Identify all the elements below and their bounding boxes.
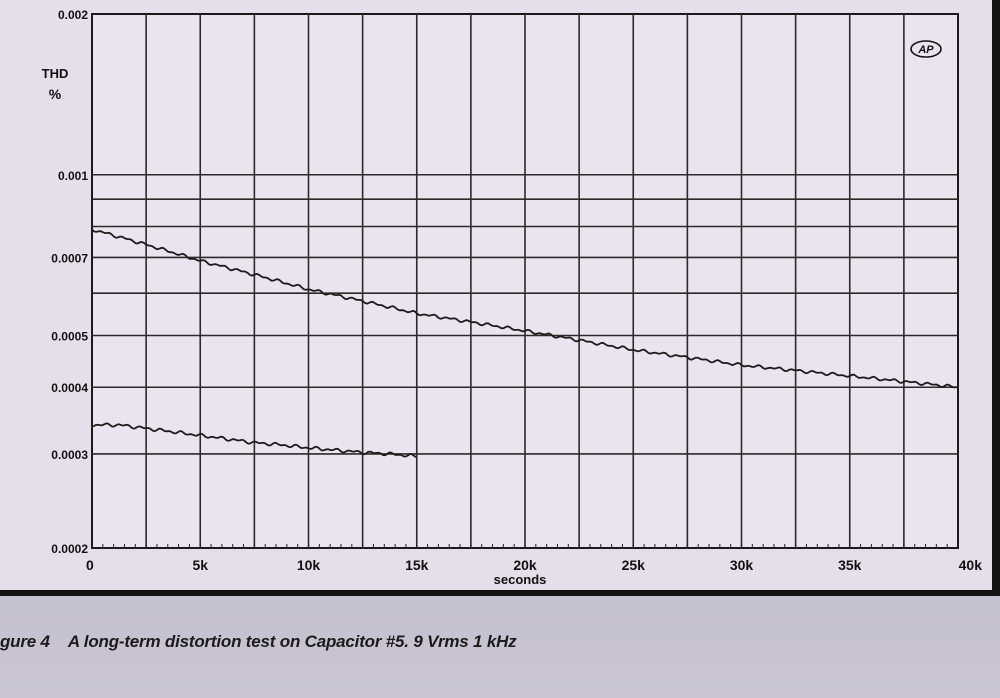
grid-layer	[91, 13, 959, 549]
y-tick-label: 0.0004	[51, 381, 88, 395]
y-tick-label: 0.0007	[51, 251, 88, 265]
series-line-2	[91, 422, 418, 458]
caption-text: A long-term distortion test on Capacitor…	[67, 632, 517, 651]
y-tick-label: 0.0003	[51, 448, 88, 462]
x-tick-label: 40k	[959, 557, 983, 573]
y-axis-label-percent: %	[49, 86, 62, 102]
ap-logo-icon: AP	[910, 40, 942, 58]
series-layer	[91, 228, 958, 458]
x-tick-label: 0	[86, 557, 94, 573]
x-tick-label: 25k	[622, 557, 646, 573]
x-tick-label: 5k	[192, 557, 208, 573]
x-tick-labels: 0 5k 10k 15k 20k 25k 30k 35k 40k	[86, 557, 982, 573]
x-tick-label: 10k	[297, 557, 321, 573]
figure-caption: gure 4 A long-term distortion test on Cap…	[0, 632, 517, 652]
y-axis-label-thd: THD	[42, 66, 69, 81]
x-tick-label: 30k	[730, 557, 754, 573]
y-tick-label: 0.001	[58, 169, 88, 183]
figure-label: gure 4	[0, 632, 50, 651]
x-axis-label: seconds	[494, 572, 547, 587]
x-tick-label: 35k	[838, 557, 862, 573]
y-tick-label: 0.0005	[51, 330, 88, 344]
x-tick-label: 15k	[405, 557, 429, 573]
series-line-1	[91, 228, 958, 389]
y-tick-labels: 0.0002 0.0003 0.0004 0.0005 0.0007 0.001 0.002	[51, 8, 88, 556]
y-tick-label: 0.0002	[51, 542, 88, 556]
svg-text:AP: AP	[917, 44, 934, 56]
y-tick-label: 0.002	[58, 8, 88, 22]
x-tick-label: 20k	[513, 557, 537, 573]
thd-chart: 0.0002 0.0003 0.0004 0.0005 0.0007 0.001 0.002…	[42, 8, 983, 587]
